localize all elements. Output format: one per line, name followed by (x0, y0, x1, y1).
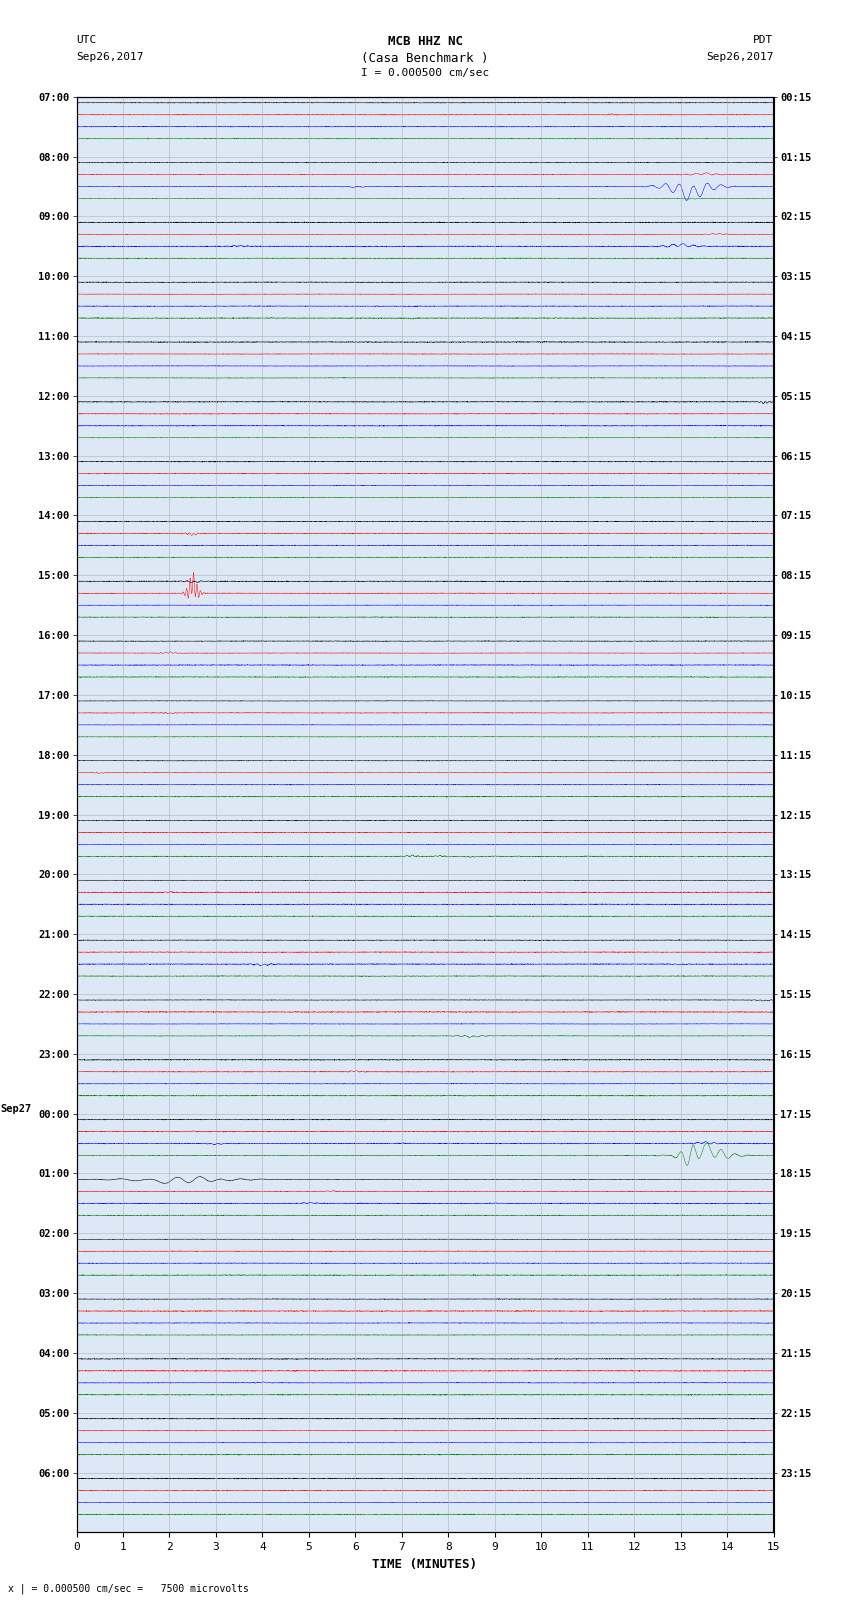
X-axis label: TIME (MINUTES): TIME (MINUTES) (372, 1558, 478, 1571)
Text: I = 0.000500 cm/sec: I = 0.000500 cm/sec (361, 68, 489, 77)
Text: (Casa Benchmark ): (Casa Benchmark ) (361, 52, 489, 65)
Text: UTC: UTC (76, 35, 97, 45)
Text: MCB HHZ NC: MCB HHZ NC (388, 35, 462, 48)
Text: Sep27: Sep27 (0, 1103, 31, 1113)
Text: PDT: PDT (753, 35, 774, 45)
Text: Sep26,2017: Sep26,2017 (76, 52, 144, 61)
Text: x | = 0.000500 cm/sec =   7500 microvolts: x | = 0.000500 cm/sec = 7500 microvolts (8, 1582, 249, 1594)
Text: Sep26,2017: Sep26,2017 (706, 52, 774, 61)
